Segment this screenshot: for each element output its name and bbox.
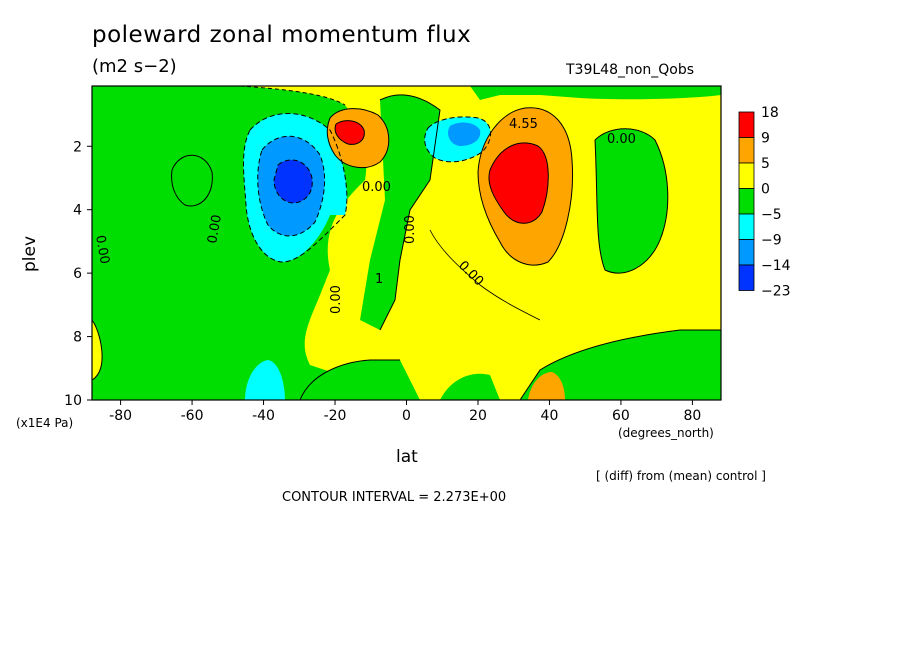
contour-line (519, 329, 721, 400)
colorbar-swatch (738, 264, 755, 291)
contour-label: 0.00 (329, 285, 344, 314)
x-axis: -80 -60 -40 -20 0 20 40 60 80 (109, 400, 701, 424)
contour-line (171, 154, 213, 207)
comparison-note: [ (diff) from (mean) control ] (596, 469, 766, 483)
contour-line (239, 86, 346, 106)
red-north (488, 143, 549, 224)
x-tick-label: 80 (683, 408, 701, 424)
y-axis-units: (x1E4 Pa) (16, 416, 74, 430)
contour-line (379, 94, 441, 331)
colorbar-label: −14 (761, 258, 791, 274)
y-tick-label: 10 (64, 393, 82, 409)
green-region-south-mid (186, 178, 241, 300)
orange-north-low (528, 372, 565, 400)
y-tick-label: 8 (73, 330, 82, 346)
green-region-low-north (440, 373, 500, 400)
x-tick-label: 40 (541, 408, 559, 424)
x-tick-label: 20 (469, 408, 487, 424)
x-axis-label: lat (396, 447, 418, 467)
contour-line (326, 108, 390, 169)
x-tick-label: -40 (252, 408, 275, 424)
colorbar: 18 9 5 0 −5 −9 −14 −23 (738, 105, 791, 300)
x-tick-label: 60 (612, 408, 630, 424)
contour-line (594, 128, 669, 274)
x-axis-units: (degrees_north) (618, 426, 714, 440)
red-south (335, 120, 365, 145)
contour-line (334, 120, 365, 145)
chart-title: poleward zonal momentum flux (92, 22, 472, 48)
colorbar-label: 5 (761, 156, 770, 172)
colorbar-swatch (738, 111, 755, 138)
x-tick-label: -80 (109, 408, 132, 424)
green-region-north-upper (470, 86, 721, 100)
colorbar-label: −5 (761, 207, 782, 223)
colorbar-swatch (738, 213, 755, 240)
green-region-north-lower (520, 330, 721, 400)
contour-fill (92, 86, 721, 400)
contour-line (477, 107, 574, 266)
contour-line (243, 113, 348, 263)
chart-units: (m2 s−2) (92, 56, 177, 77)
contour-interval: CONTOUR INTERVAL = 2.273E+00 (282, 490, 507, 505)
colorbar-swatch (738, 239, 755, 266)
colorbar-label: 18 (761, 105, 779, 121)
contour-line (299, 359, 400, 400)
contour-line (257, 135, 325, 237)
darkblue-south (274, 159, 313, 203)
colorbar-label: 0 (761, 182, 770, 198)
contour-line (488, 142, 549, 224)
y-tick-label: 2 (73, 139, 82, 155)
contour-label: 0.00 (205, 214, 225, 245)
contour-label: 4.55 (509, 117, 538, 132)
y-tick-label: 4 (73, 203, 82, 219)
colorbar-label: −23 (761, 284, 791, 300)
contour-label: 1 (375, 272, 383, 287)
blue-north (448, 122, 481, 146)
y-axis-label: plev (20, 235, 40, 272)
colorbar-swatch (738, 162, 755, 189)
cyan-south-low (245, 360, 285, 400)
contour-label: 0.00 (607, 132, 636, 147)
green-region-equator (360, 94, 440, 330)
contour-line (424, 116, 491, 163)
contour-label: 0.00 (92, 234, 112, 265)
green-region-lower-mid (300, 360, 420, 400)
y-axis: 2 4 6 8 10 (64, 139, 92, 409)
contour-line (92, 319, 103, 381)
contour-labels: 0.00 0.00 4.55 1 0.00 0.00 0.00 0.00 0.0… (92, 117, 636, 314)
contour-line (429, 229, 541, 321)
contour-lines (92, 86, 721, 400)
green-region-north-mid (595, 128, 668, 274)
contour-label: 0.00 (362, 180, 391, 195)
colorbar-label: −9 (761, 233, 782, 249)
x-tick-label: -60 (181, 408, 204, 424)
contour-line (273, 159, 313, 204)
colorbar-label: 9 (761, 131, 770, 147)
x-tick-label: 0 (402, 408, 411, 424)
contour-label: 0.00 (403, 215, 418, 244)
colorbar-swatch (738, 188, 755, 215)
x-tick-label: -20 (324, 408, 347, 424)
colorbar-swatch (738, 137, 755, 164)
run-label: T39L48_non_Qobs (566, 62, 695, 78)
y-tick-label: 6 (73, 266, 82, 282)
